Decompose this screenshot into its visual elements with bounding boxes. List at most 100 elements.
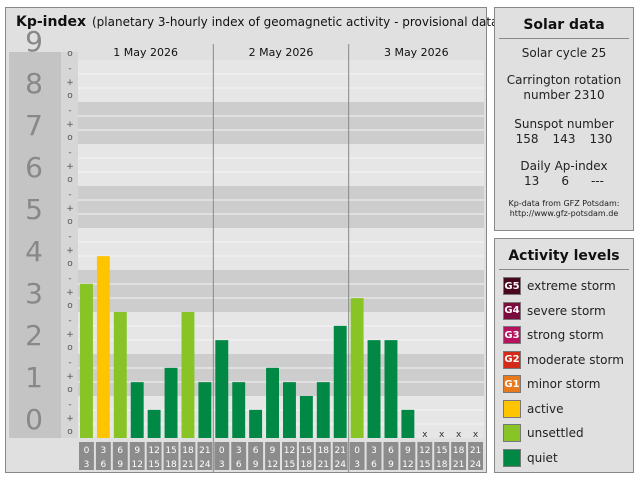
sub-tick-label: +	[66, 288, 74, 298]
kp-band	[78, 60, 484, 102]
sub-tick-label: +	[66, 414, 74, 424]
legend-swatch	[503, 424, 521, 443]
sunspot-label: Sunspot number	[514, 117, 614, 131]
day-label: 2 May 2026	[249, 46, 314, 59]
hour-label-box	[248, 442, 264, 470]
hour-label-box	[214, 442, 230, 470]
legend-swatch: G3	[503, 326, 521, 345]
sub-tick-label: +	[66, 330, 74, 340]
y-tick-label: 5	[25, 193, 43, 226]
kp-band	[78, 396, 484, 438]
missing-marker: x	[456, 430, 462, 440]
ap-value: ---	[590, 174, 604, 188]
chart-header: Kp-index (planetary 3-hourly index of geo…	[16, 14, 503, 30]
hour-label-box	[163, 442, 179, 470]
legend-item: quiet	[495, 446, 633, 471]
hour-label-box	[282, 442, 297, 470]
sub-tick-label: -	[68, 106, 71, 116]
legend-item: unsettled	[495, 421, 633, 446]
hour-label-box	[129, 442, 145, 470]
hour-start-label: 6	[117, 446, 123, 456]
kp-bar	[113, 312, 127, 438]
kp-band	[78, 270, 484, 312]
hour-start-label: 6	[253, 446, 259, 456]
legend-label: unsettled	[527, 426, 584, 441]
hour-label-box	[146, 442, 162, 470]
hour-end-label: 21	[453, 460, 464, 470]
sub-tick-label: o	[67, 133, 73, 143]
carrington-number: number 2310	[523, 88, 605, 102]
hour-label-box	[265, 442, 280, 470]
sub-tick-label: o	[67, 217, 73, 227]
kp-band	[78, 102, 484, 144]
kp-band	[78, 354, 484, 396]
credit-url: http://www.gfz-potsdam.de	[509, 209, 619, 218]
kp-bar	[350, 298, 364, 438]
hour-end-label: 18	[165, 460, 177, 470]
hour-start-label: 15	[165, 446, 176, 456]
missing-marker: x	[422, 430, 428, 440]
hour-start-label: 9	[134, 446, 140, 456]
hour-start-label: 18	[318, 446, 330, 456]
hour-start-label: 18	[182, 446, 194, 456]
activity-legend: G5 extreme storm G4 severe storm G3 strong st…	[495, 270, 633, 470]
hour-start-label: 0	[84, 446, 90, 456]
legend-label: extreme storm	[527, 279, 616, 294]
hour-label-box	[417, 442, 433, 470]
activity-levels-panel: Activity levels G5 extreme storm G4 severe …	[494, 238, 634, 473]
kp-bar	[249, 409, 263, 438]
sub-tick-label: +	[66, 372, 74, 382]
ap-value: 6	[561, 174, 569, 188]
hour-start-label: 3	[236, 446, 242, 456]
hour-end-label: 21	[182, 460, 193, 470]
hour-end-label: 6	[101, 460, 107, 470]
hour-label-box	[383, 442, 399, 470]
kp-band	[78, 186, 484, 228]
kp-band	[78, 144, 484, 186]
hour-label-box	[468, 442, 483, 470]
hour-start-label: 9	[405, 446, 411, 456]
sub-tick-label: +	[66, 78, 74, 88]
hour-label-box	[112, 442, 128, 470]
hour-start-label: 0	[219, 446, 225, 456]
sub-tick-label: o	[67, 343, 73, 353]
hour-label-box	[400, 442, 416, 470]
activity-levels-title: Activity levels	[499, 239, 629, 270]
kp-bar	[266, 367, 279, 438]
sub-tick-label: o	[67, 385, 73, 395]
hour-end-label: 3	[219, 460, 225, 470]
hour-label-box	[366, 442, 382, 470]
hour-end-label: 18	[301, 460, 313, 470]
legend-item: G1 minor storm	[495, 372, 633, 397]
hour-start-label: 21	[334, 446, 345, 456]
kp-bar	[283, 382, 296, 438]
kp-bar	[401, 409, 415, 438]
legend-swatch: G2	[503, 350, 521, 369]
legend-label: moderate storm	[527, 352, 624, 367]
hour-start-label: 0	[354, 446, 360, 456]
legend-item: G4 severe storm	[495, 299, 633, 324]
legend-swatch: G1	[503, 375, 521, 394]
ap-index-label: Daily Ap-index	[520, 159, 608, 173]
kp-bar	[198, 382, 212, 438]
hour-label-box	[451, 442, 467, 470]
hour-start-label: 12	[419, 446, 430, 456]
sunspot-value: 143	[552, 132, 576, 146]
legend-swatch: G5	[503, 277, 521, 296]
kp-bar	[147, 409, 161, 438]
carrington-label: Carrington rotation	[506, 73, 622, 87]
y-tick-label: 0	[25, 403, 43, 436]
sub-tick-label: -	[68, 64, 71, 74]
y-tick-label: 8	[25, 67, 43, 100]
sub-tick-label: -	[68, 316, 71, 326]
legend-swatch	[503, 448, 521, 467]
sub-tick-label: -	[68, 148, 71, 158]
sub-tick-label: -	[68, 190, 71, 200]
hour-start-label: 15	[436, 446, 447, 456]
ap-index-values: 13 6 ---	[495, 174, 633, 189]
hour-end-label: 12	[267, 460, 278, 470]
kp-index-panel: 0 1 2 3 4 5 6 7 8 9 o + - o + - o + - o + - o + - o + - o + - o + - o + - o 1 …	[5, 7, 503, 473]
hour-start-label: 12	[284, 446, 295, 456]
subtick-column	[61, 52, 78, 438]
kp-bar	[80, 283, 93, 438]
